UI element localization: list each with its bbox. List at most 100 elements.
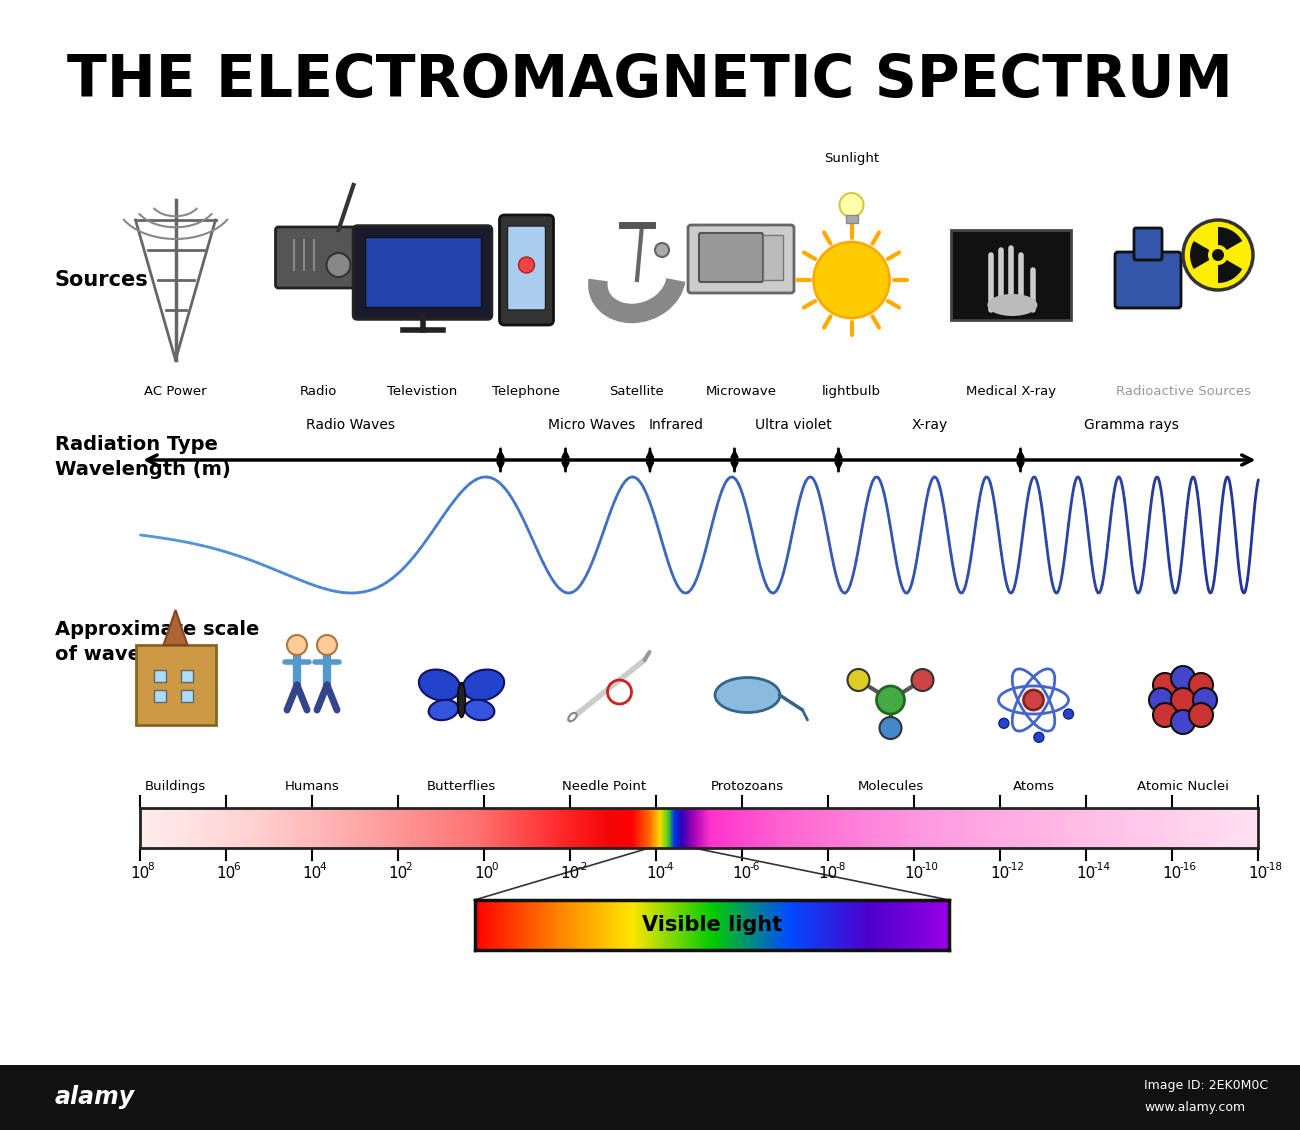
- Text: 10: 10: [733, 866, 751, 881]
- Text: www.alamy.com: www.alamy.com: [1144, 1102, 1245, 1114]
- FancyBboxPatch shape: [507, 226, 546, 310]
- Circle shape: [998, 719, 1009, 729]
- FancyBboxPatch shape: [135, 645, 216, 725]
- Text: 6: 6: [234, 862, 240, 872]
- Text: Sunlight: Sunlight: [824, 153, 879, 165]
- Text: 10: 10: [1162, 866, 1182, 881]
- FancyBboxPatch shape: [364, 237, 481, 307]
- Circle shape: [911, 669, 933, 692]
- Text: X-ray: X-ray: [911, 418, 948, 432]
- Text: 10: 10: [303, 866, 322, 881]
- Ellipse shape: [988, 294, 1037, 316]
- Text: Radio Waves: Radio Waves: [307, 418, 395, 432]
- Text: -16: -16: [1179, 862, 1196, 872]
- Circle shape: [1183, 220, 1253, 290]
- Circle shape: [880, 718, 901, 739]
- Text: Molecules: Molecules: [858, 780, 923, 793]
- Text: Image ID: 2EK0M0C: Image ID: 2EK0M0C: [1144, 1078, 1268, 1092]
- FancyBboxPatch shape: [354, 226, 491, 319]
- Wedge shape: [1218, 227, 1243, 250]
- Polygon shape: [164, 610, 187, 645]
- Text: 10: 10: [905, 866, 924, 881]
- Text: 10: 10: [131, 866, 150, 881]
- Text: Medical X-ray: Medical X-ray: [966, 385, 1057, 398]
- Text: 10: 10: [1076, 866, 1096, 881]
- Text: 4: 4: [320, 862, 326, 872]
- Ellipse shape: [419, 670, 460, 701]
- FancyBboxPatch shape: [699, 233, 763, 282]
- Text: Telephone: Telephone: [493, 385, 560, 398]
- Text: 10: 10: [1249, 866, 1268, 881]
- Text: Sources: Sources: [55, 270, 148, 290]
- Ellipse shape: [715, 678, 780, 713]
- Circle shape: [1190, 673, 1213, 697]
- FancyBboxPatch shape: [688, 225, 794, 293]
- Text: 2: 2: [406, 862, 412, 872]
- Text: 10: 10: [647, 866, 666, 881]
- Circle shape: [1034, 732, 1044, 742]
- Ellipse shape: [568, 713, 577, 721]
- Text: Televistion: Televistion: [387, 385, 458, 398]
- Text: Protozoans: Protozoans: [711, 780, 784, 793]
- Text: Radioactive Sources: Radioactive Sources: [1115, 385, 1251, 398]
- Text: Visible light: Visible light: [642, 915, 781, 935]
- Text: Wavelength (m): Wavelength (m): [55, 460, 231, 479]
- Text: 10: 10: [819, 866, 838, 881]
- Text: Needle Point: Needle Point: [563, 780, 646, 793]
- Bar: [0, 1064, 1300, 1130]
- Circle shape: [814, 242, 889, 318]
- Text: Microwave: Microwave: [706, 385, 776, 398]
- Circle shape: [1063, 709, 1074, 719]
- FancyBboxPatch shape: [276, 227, 361, 288]
- Circle shape: [840, 193, 863, 217]
- Text: alamy: alamy: [55, 1085, 135, 1109]
- Ellipse shape: [458, 683, 465, 718]
- Text: Buildings: Buildings: [144, 780, 207, 793]
- Ellipse shape: [463, 670, 504, 701]
- Text: of wavelength: of wavelength: [55, 645, 212, 664]
- Wedge shape: [1190, 241, 1209, 269]
- Text: Gramma rays: Gramma rays: [1084, 418, 1178, 432]
- Circle shape: [519, 257, 534, 273]
- Circle shape: [326, 253, 351, 277]
- Text: Ultra violet: Ultra violet: [754, 418, 832, 432]
- Text: -4: -4: [663, 862, 673, 872]
- Circle shape: [1190, 703, 1213, 727]
- Text: Micro Waves: Micro Waves: [547, 418, 636, 432]
- Text: AC Power: AC Power: [144, 385, 207, 398]
- Text: 10: 10: [217, 866, 237, 881]
- Circle shape: [1171, 688, 1195, 712]
- Bar: [181, 670, 192, 683]
- Text: lightbulb: lightbulb: [822, 385, 881, 398]
- Circle shape: [1149, 688, 1173, 712]
- Bar: [181, 690, 192, 702]
- Text: -14: -14: [1093, 862, 1110, 872]
- Circle shape: [287, 635, 307, 655]
- Text: -6: -6: [749, 862, 759, 872]
- Circle shape: [1153, 703, 1176, 727]
- Circle shape: [1193, 688, 1217, 712]
- Text: 10: 10: [474, 866, 494, 881]
- Text: Radio: Radio: [300, 385, 337, 398]
- Circle shape: [1171, 710, 1195, 734]
- FancyBboxPatch shape: [499, 215, 554, 325]
- Text: THE ELECTROMAGNETIC SPECTRUM: THE ELECTROMAGNETIC SPECTRUM: [68, 52, 1232, 108]
- Text: Atoms: Atoms: [1013, 780, 1054, 793]
- Text: Approximate scale: Approximate scale: [55, 620, 260, 638]
- Text: -2: -2: [577, 862, 588, 872]
- Circle shape: [317, 635, 337, 655]
- FancyBboxPatch shape: [952, 231, 1071, 320]
- Circle shape: [1023, 690, 1044, 710]
- Text: Humans: Humans: [285, 780, 339, 793]
- FancyBboxPatch shape: [1115, 252, 1180, 308]
- Circle shape: [1153, 673, 1176, 697]
- Text: 10: 10: [991, 866, 1010, 881]
- Ellipse shape: [429, 699, 459, 720]
- Text: Atomic Nuclei: Atomic Nuclei: [1138, 780, 1228, 793]
- Circle shape: [1212, 249, 1225, 261]
- Circle shape: [876, 686, 905, 714]
- Wedge shape: [1218, 260, 1243, 282]
- Text: 8: 8: [147, 862, 153, 872]
- Text: 0: 0: [491, 862, 498, 872]
- Circle shape: [655, 243, 670, 257]
